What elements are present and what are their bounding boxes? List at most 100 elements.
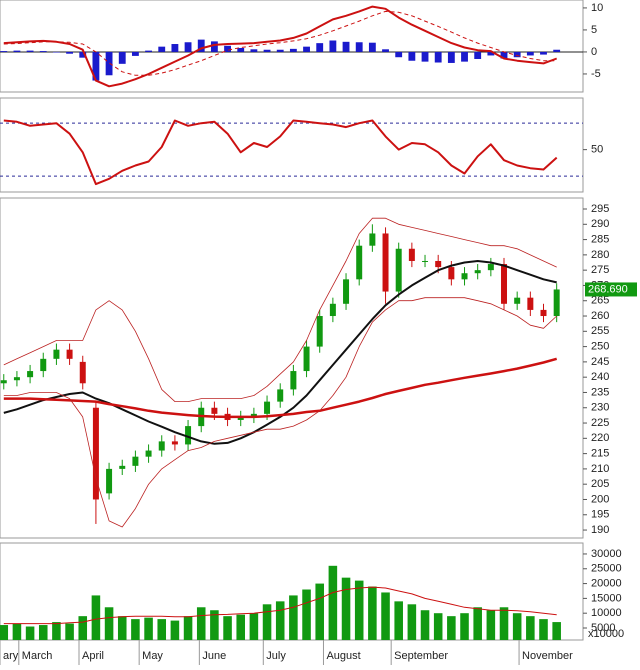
histogram-bar [79,51,87,58]
candle-body [211,407,218,414]
volume-bar [223,616,232,640]
histogram-bar [131,51,139,56]
candle-body [448,267,455,280]
series-line [3,5,558,88]
volume-bar [460,613,469,640]
y-tick-label: 50 [591,144,603,156]
series-line [3,119,558,186]
volume-bar [144,617,153,640]
volume-bar [433,613,443,640]
candle-body [0,380,7,384]
candle-body [514,297,521,304]
candle-body [395,248,402,292]
volume-bar [12,623,22,640]
histogram-bar [553,49,561,52]
volume-bar [354,580,364,640]
candle-body [369,233,376,246]
volume-bar [315,583,324,640]
histogram-bar [329,40,337,52]
volume-bar [196,607,206,640]
volume-bar [302,589,311,640]
y-tick-label: 20000 [591,577,622,589]
y-tick-label: 230 [591,402,609,414]
histogram-bar [158,46,166,52]
candle-body [264,401,271,414]
y-tick-label: 225 [591,417,609,429]
candle-body [119,465,126,469]
y-tick-label: 285 [591,233,609,245]
volume-bar [0,625,9,640]
histogram-bar [52,51,60,53]
y-tick-label: 295 [591,203,609,215]
y-tick-label: 255 [591,325,609,337]
y-tick-label: 30000 [591,548,622,560]
volume-bar [183,616,193,640]
histogram-bar [395,51,403,58]
volume-bar [447,616,456,640]
series-line [3,260,557,445]
volume-bar [91,595,101,640]
candle-body [540,309,547,317]
candle-body [527,297,534,310]
histogram-bar [368,42,376,52]
candle-body [40,358,47,372]
histogram-bar [461,51,468,62]
candle-body [66,349,73,359]
histogram-bar [250,49,258,52]
x-tick-label: May [142,650,163,662]
histogram-bar [540,51,547,55]
histogram-bar [197,39,205,52]
x-tick-label: September [394,650,448,662]
volume-bar [552,622,561,640]
candle-body [13,377,20,381]
y-tick-label: 190 [591,524,609,536]
y-tick-label: 0 [591,46,597,58]
volume-bar [289,595,298,640]
histogram-bar [66,51,74,54]
histogram-bar [316,43,324,52]
x-tick-label: July [266,650,286,662]
volume-bar [117,616,127,640]
candle-body [106,468,113,494]
y-tick-label: 220 [591,432,609,444]
candle-body [501,264,508,304]
y-tick-label: 205 [591,478,609,490]
y-tick-label: 210 [591,463,609,475]
candle-body [158,441,165,451]
candle-body [474,270,481,274]
volume-bar [526,616,535,640]
candle-body [329,303,336,317]
y-tick-label: 195 [591,509,609,521]
histogram-bar [474,51,482,59]
y-tick-label: 280 [591,249,609,261]
y-tick-label: 215 [591,448,609,460]
volume-bar [486,610,496,640]
y-tick-label: 275 [591,264,609,276]
series-line [3,586,557,625]
y-tick-label: 5 [591,24,597,36]
volume-bar [512,613,522,640]
histogram-bar [263,49,271,52]
candle-body [237,416,244,420]
histogram-bar [118,51,126,64]
y-tick-label: 10 [591,2,603,14]
histogram-bar [184,42,192,52]
series-line [3,297,557,528]
histogram-bar [434,51,442,63]
histogram-bar [303,46,310,52]
panel-frame [0,197,584,539]
histogram-bar [276,49,284,52]
histogram-bar [408,51,416,61]
x-tick-label: June [202,650,226,662]
candle-body [382,233,389,292]
last-price-box [585,282,637,297]
candle-body [92,407,99,500]
volume-bar [473,607,482,640]
volume-bar [499,607,509,640]
volume-bar [210,610,219,640]
histogram-bar [210,41,218,52]
histogram-bar [224,45,231,52]
histogram-bar [39,51,47,52]
histogram-bar [26,50,34,52]
